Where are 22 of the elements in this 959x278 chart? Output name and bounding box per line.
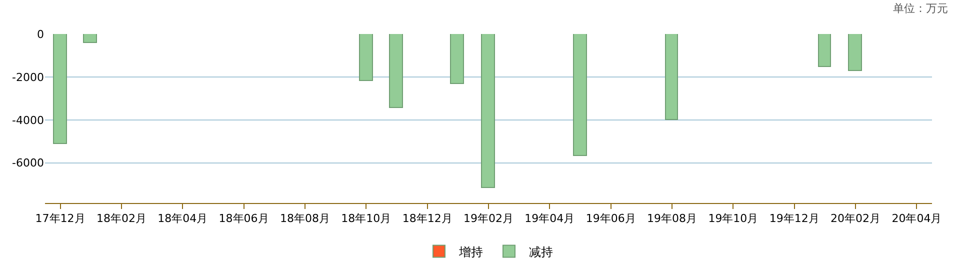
x-tick-label: 18年08月 (280, 212, 330, 226)
legend-label: 减持 (529, 244, 553, 259)
x-tick-label: 18年02月 (96, 212, 146, 226)
text: 单位：万元 (893, 2, 948, 15)
y-tick-label: -6000 (12, 156, 44, 170)
x-tick-label: 17年12月 (35, 212, 86, 226)
x-tick-label: 19年10月 (708, 212, 758, 226)
y-tick-label: -2000 (12, 70, 44, 84)
x-tick-label: 18年04月 (158, 212, 208, 226)
x-tick-label: 19年02月 (464, 212, 514, 226)
x-tick-label: 18年12月 (402, 212, 452, 226)
x-tick-label: 18年06月 (218, 212, 269, 226)
x-tick-label: 19年08月 (647, 212, 698, 226)
x-tick-label: 18年10月 (341, 212, 392, 226)
x-tick-label: 19年06月 (586, 212, 636, 226)
x-tick-label: 19年12月 (769, 212, 820, 226)
x-tick-label: 19年04月 (524, 212, 575, 226)
y-tick-label: 0 (37, 28, 44, 41)
y-tick-label: -4000 (12, 114, 44, 127)
x-tick-label: 20年04月 (892, 212, 942, 226)
x-tick-label: 20年02月 (830, 212, 881, 226)
legend-label: 增持 (458, 244, 483, 259)
